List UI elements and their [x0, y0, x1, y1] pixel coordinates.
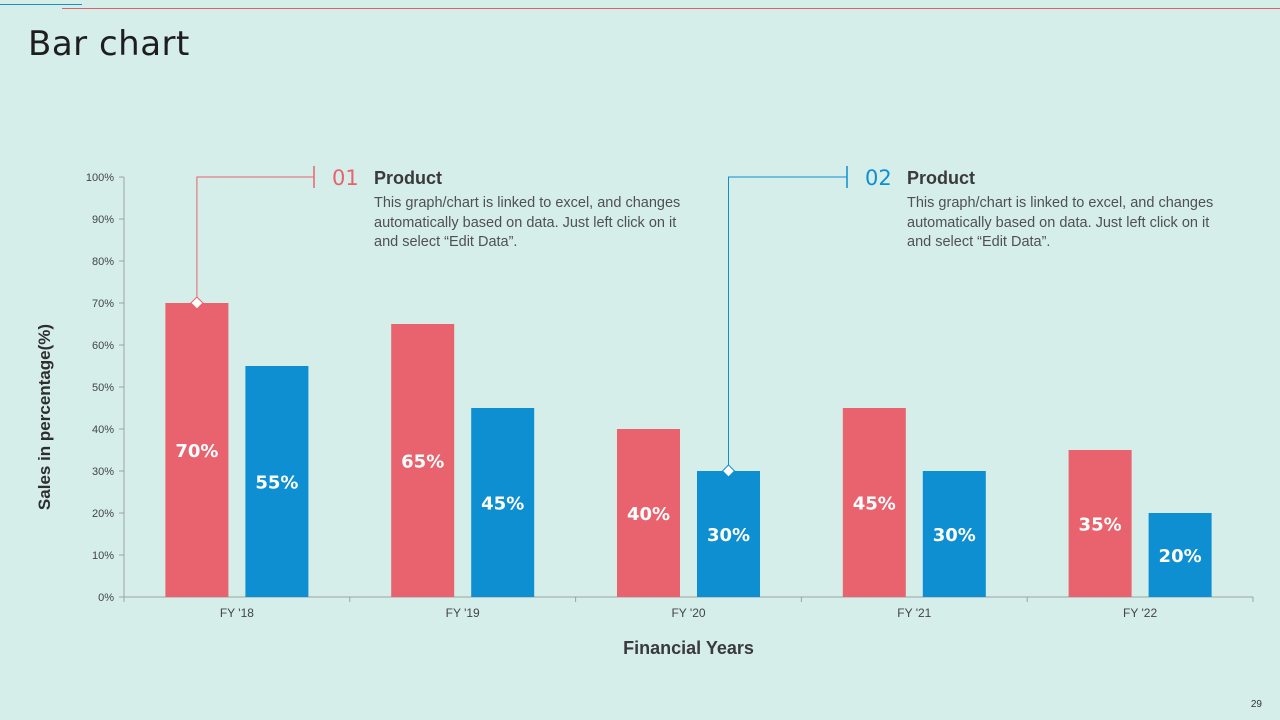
y-tick-label: 60% [92, 340, 114, 352]
data-label: 45% [481, 494, 524, 515]
y-axis-title: Sales in percentage(%) [35, 324, 54, 510]
x-tick-label: FY '22 [1123, 606, 1157, 620]
page-number: 29 [1250, 699, 1262, 710]
y-tick-label: 30% [92, 466, 114, 478]
data-label: 55% [255, 473, 298, 494]
y-tick-label: 80% [92, 256, 114, 268]
bar-1-1 [391, 324, 455, 597]
data-label: 20% [1159, 546, 1202, 567]
header-accent-line-blue [0, 4, 82, 5]
data-label: 65% [401, 452, 444, 473]
callout-connector [196, 176, 314, 303]
bar-2-0 [245, 366, 309, 597]
x-tick-label: FY '18 [220, 606, 254, 620]
data-label: 35% [1079, 515, 1122, 536]
bar-1-2 [617, 429, 680, 597]
bar-2-4 [1148, 513, 1212, 597]
y-tick-label: 40% [92, 424, 114, 436]
y-tick-label: 20% [92, 508, 114, 520]
x-tick-label: FY '21 [897, 606, 931, 620]
callout-marker-icon [190, 296, 204, 310]
y-tick-label: 10% [92, 550, 114, 562]
y-tick-label: 50% [92, 382, 114, 394]
callout-heading: Product [907, 168, 976, 188]
callout-description: This graph/chart is linked to excel, and… [907, 195, 1214, 250]
y-tick-label: 90% [92, 214, 114, 226]
callout-heading: Product [374, 168, 443, 188]
y-tick-label: 70% [92, 298, 114, 310]
callout-number: 02 [865, 166, 892, 190]
bar-1-4 [1068, 450, 1132, 597]
slide-title: Bar chart [28, 24, 190, 64]
y-tick-label: 100% [86, 172, 114, 184]
data-label: 45% [853, 494, 896, 515]
data-label: 70% [175, 441, 218, 462]
bar-1-0 [165, 303, 229, 597]
bar-2-1 [471, 408, 535, 597]
bar-1-3 [842, 408, 906, 597]
callout-description: This graph/chart is linked to excel, and… [374, 195, 681, 250]
bar-2-3 [922, 471, 986, 597]
callout-marker-icon [721, 464, 736, 478]
header-accent-line [62, 8, 1280, 9]
data-label: 40% [627, 504, 670, 525]
y-tick-label: 0% [98, 592, 114, 604]
callout-number: 01 [332, 166, 359, 190]
data-label: 30% [933, 525, 976, 546]
data-label: 30% [707, 525, 750, 546]
bar-2-2 [697, 471, 760, 597]
x-axis-title: Financial Years [623, 638, 754, 658]
callout-connector [728, 176, 847, 471]
x-tick-label: FY '19 [446, 606, 480, 620]
x-tick-label: FY '20 [671, 606, 705, 620]
